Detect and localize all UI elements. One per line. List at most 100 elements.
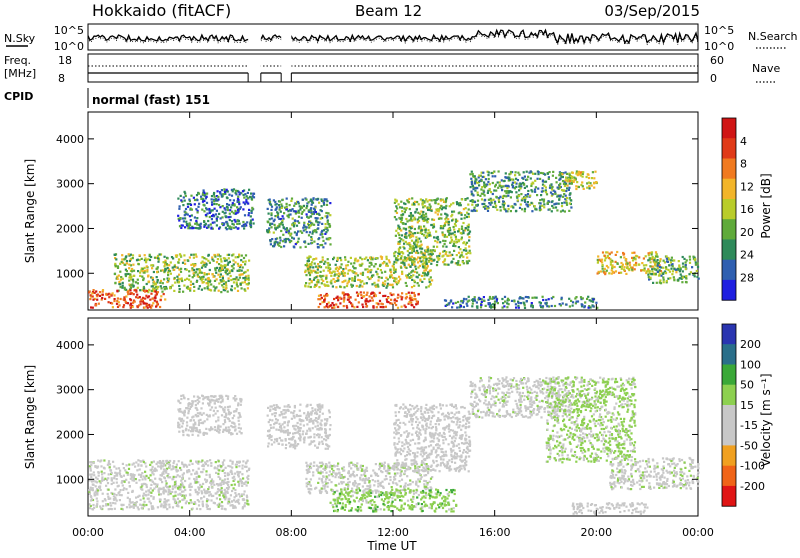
beam-title: Beam 12 [355,2,422,20]
echo-cell [504,176,506,178]
echo-cell [248,212,250,214]
echo-cell [601,261,603,263]
echo-cell [207,220,209,222]
echo-cell [222,398,224,400]
echo-cell [395,235,397,237]
echo-cell [218,460,220,462]
echo-cell [193,290,195,292]
echo-cell [413,285,415,287]
echo-cell [463,241,465,243]
echo-cell [401,219,403,221]
echo-cell [434,240,436,242]
y-tick-label: 4000 [56,133,84,146]
echo-cell [119,499,121,501]
echo-cell [550,192,552,194]
echo-cell [505,172,507,174]
echo-cell [130,287,132,289]
echo-cell [227,481,229,483]
echo-cell [102,289,104,291]
echo-cell [508,173,510,175]
echo-cell [454,234,456,236]
echo-cell [195,271,197,273]
echo-cell [124,288,126,290]
echo-cell [244,288,246,290]
echo-cell [158,491,160,493]
echo-cell [333,304,335,306]
echo-cell [426,263,428,265]
echo-cell [286,229,288,231]
echo-cell [229,270,231,272]
echo-cell [238,265,240,267]
echo-cell [440,213,442,215]
echo-cell [180,199,182,201]
echo-cell [180,398,182,400]
echo-cell [645,255,647,257]
echo-cell [92,504,94,506]
echo-cell [283,245,285,247]
echo-cell [398,251,400,253]
echo-cell [233,397,235,399]
echo-cell [342,270,344,272]
echo-cell [229,226,231,228]
colorbar-segment [722,280,736,301]
echo-cell [453,243,455,245]
echo-cell [409,208,411,210]
echo-cell [302,227,304,229]
echo-cell [213,395,215,397]
echo-cell [309,225,311,227]
echo-cell [445,253,447,255]
echo-cell [286,198,288,200]
echo-cell [395,304,397,306]
echo-cell [108,473,110,475]
echo-cell [429,199,431,201]
echo-cell [666,260,668,262]
echo-cell [175,466,177,468]
echo-cell [306,213,308,215]
echo-cell [527,193,529,195]
echo-cell [380,256,382,258]
echo-cell [558,174,560,176]
echo-cell [138,263,140,265]
echo-cell [89,290,91,292]
echo-cell [530,177,532,179]
echo-cell [123,296,125,298]
echo-cell [569,183,571,185]
echo-cell [582,171,584,173]
echo-cell [226,189,228,191]
echo-cell [182,434,184,436]
echo-cell [90,469,92,471]
echo-cell [317,224,319,226]
echo-cell [96,481,98,483]
echo-cell [649,257,651,259]
echo-cell [101,471,103,473]
echo-cell [461,252,463,254]
echo-cell [411,286,413,288]
echo-cell [253,196,255,198]
echo-cell [485,178,487,180]
echo-cell [642,269,644,271]
echo-cell [569,305,571,307]
echo-cell [243,272,245,274]
echo-cell [134,301,136,303]
frequency-gap [248,55,261,81]
echo-cell [217,258,219,260]
echo-cell [195,414,197,416]
echo-cell [196,194,198,196]
echo-cell [234,489,236,491]
echo-cell [108,460,110,462]
echo-cell [250,220,252,222]
echo-cell [570,199,572,201]
echo-cell [478,297,480,299]
echo-cell [406,220,408,222]
echo-cell [168,463,170,465]
echo-cell [414,243,416,245]
echo-cell [468,245,470,247]
echo-cell [421,248,423,250]
echo-cell [351,286,353,288]
echo-cell [133,505,135,507]
echo-cell [220,273,222,275]
echo-cell [463,208,465,210]
echo-cell [238,203,240,205]
echo-cell [271,223,273,225]
echo-cell [186,421,188,423]
